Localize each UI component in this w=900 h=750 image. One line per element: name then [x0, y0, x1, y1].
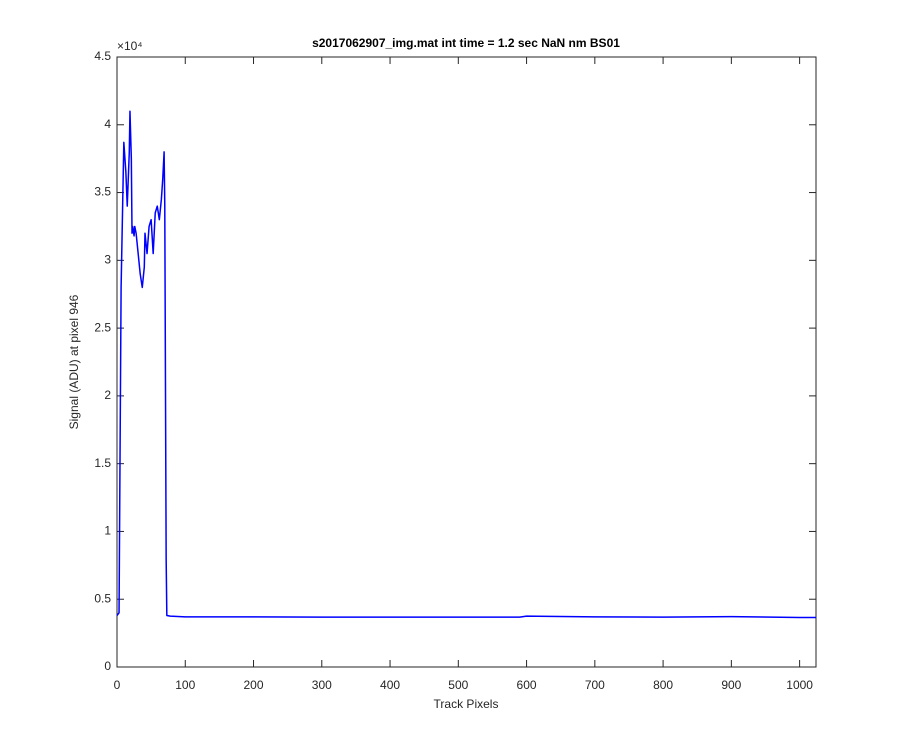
x-tick-label: 600	[517, 678, 537, 692]
x-tick-label: 400	[380, 678, 400, 692]
y-tick-label: 0.5	[94, 591, 111, 605]
x-axis-label: Track Pixels	[434, 697, 499, 711]
x-tick-label: 800	[653, 678, 673, 692]
y-tick-label: 2.5	[94, 320, 111, 334]
x-tick-label: 300	[312, 678, 332, 692]
y-tick-label: 4.5	[94, 49, 111, 63]
x-tick-label: 1000	[786, 678, 813, 692]
y-tick-label: 0	[104, 659, 111, 673]
x-tick-label: 500	[448, 678, 468, 692]
x-tick-label: 700	[585, 678, 605, 692]
y-axis-label: Signal (ADU) at pixel 946	[67, 294, 81, 429]
chart-title: s2017062907_img.mat int time = 1.2 sec N…	[312, 36, 620, 50]
x-tick-label: 100	[175, 678, 195, 692]
x-tick-label: 0	[114, 678, 121, 692]
y-tick-label: 4	[104, 117, 111, 131]
x-tick-label: 200	[244, 678, 264, 692]
data-line	[116, 110, 816, 619]
y-tick-label: 2	[104, 388, 111, 402]
y-multiplier: ×10⁴	[117, 39, 143, 53]
y-tick-label: 1	[104, 524, 111, 538]
y-tick-label: 3	[104, 253, 111, 267]
y-tick-label: 3.5	[94, 185, 111, 199]
y-tick-label: 1.5	[94, 456, 111, 470]
plot-area	[116, 56, 817, 668]
x-tick-label: 900	[721, 678, 741, 692]
